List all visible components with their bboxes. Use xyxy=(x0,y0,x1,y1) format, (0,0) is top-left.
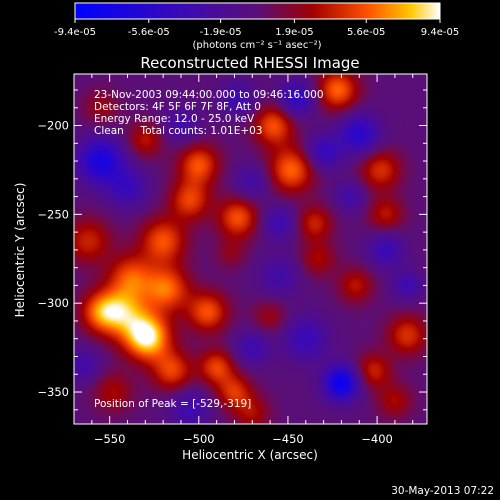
colorbar-tick-label: -9.4e-05 xyxy=(54,27,96,38)
y-tick-label: −350 xyxy=(37,385,69,399)
plot-frame xyxy=(73,73,428,425)
peak-position-label: Position of Peak = [-529,-319] xyxy=(94,398,251,410)
annotation-energy: Energy Range: 12.0 - 25.0 keV xyxy=(94,113,255,125)
annotation-clean-counts: Clean Total counts: 1.01E+03 xyxy=(94,125,263,137)
colorbar-frame xyxy=(74,2,441,20)
annotation-detectors: Detectors: 4F 5F 6F 7F 8F, Att 0 xyxy=(94,101,261,113)
x-tick-label: −400 xyxy=(361,432,393,446)
x-axis: −550 −500 −450 −400 xyxy=(73,74,414,446)
colorbar-tick-label: -5.6e-05 xyxy=(128,27,170,38)
annotation-block: 23-Nov-2003 09:44:00.000 to 09:46:16.000… xyxy=(94,89,324,137)
heatmap-canvas xyxy=(74,74,427,424)
colorbar-tick-label: 1.9e-05 xyxy=(275,27,313,38)
colorbar-gradient xyxy=(75,3,440,19)
footer-timestamp: 30-May-2013 07:22 xyxy=(391,485,494,497)
y-tick-label: −300 xyxy=(37,296,69,310)
x-tick-label: −550 xyxy=(94,432,126,446)
x-tick-label: −500 xyxy=(183,432,215,446)
annotation-time-range: 23-Nov-2003 09:44:00.000 to 09:46:16.000 xyxy=(94,89,324,101)
y-axis-label: Heliocentric Y (arcsec) xyxy=(13,183,27,318)
colorbar: -9.4e-05 -5.6e-05 -1.9e-05 1.9e-05 5.6e-05 9.… xyxy=(54,2,459,51)
y-axis: −200 −250 −300 −350 xyxy=(37,89,427,411)
colorbar-units: (photons cm⁻² s⁻¹ asec⁻²) xyxy=(192,40,321,51)
colorbar-tick-label: 9.4e-05 xyxy=(421,27,459,38)
heatmap-image xyxy=(73,73,428,425)
y-tick-label: −250 xyxy=(37,207,69,221)
chart-title: Reconstructed RHESSI Image xyxy=(140,54,359,72)
y-tick-label: −200 xyxy=(37,119,69,133)
x-tick-label: −450 xyxy=(272,432,304,446)
colorbar-tick-label: 5.6e-05 xyxy=(347,27,385,38)
x-axis-label: Heliocentric X (arcsec) xyxy=(182,448,318,462)
colorbar-tick-label: -1.9e-05 xyxy=(200,27,242,38)
